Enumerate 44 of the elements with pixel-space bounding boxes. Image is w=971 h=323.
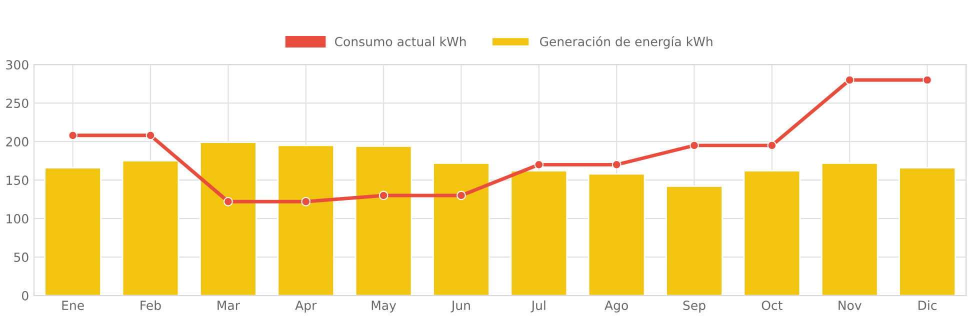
bar — [277, 144, 335, 296]
point — [378, 190, 388, 200]
point — [922, 75, 932, 85]
bar — [820, 162, 878, 296]
point — [767, 140, 777, 150]
x-tick-label: Feb — [140, 300, 161, 310]
point — [690, 140, 699, 150]
x-tick-label: Sep — [683, 300, 706, 313]
x-tick-label: Jun — [450, 300, 470, 312]
y-tick-label: 50 — [14, 252, 28, 262]
y-tick-label: 250 — [6, 98, 28, 108]
x-tick-label: Jul — [530, 300, 546, 312]
bar — [898, 167, 956, 296]
bar — [354, 146, 412, 296]
point — [301, 196, 311, 206]
point — [146, 130, 156, 140]
point — [224, 196, 233, 206]
x-tick-label: Apr — [295, 300, 317, 313]
point — [534, 160, 544, 170]
x-tick-label: Ago — [604, 300, 628, 313]
y-tick-label: 0 — [22, 291, 28, 300]
point — [456, 190, 466, 200]
x-tick-label: Nov — [838, 300, 862, 310]
point — [68, 130, 78, 140]
x-tick-label: May — [372, 300, 396, 313]
x-tick-label: Oct — [762, 300, 782, 310]
y-tick-label: 300 — [6, 60, 28, 70]
bar — [200, 142, 257, 296]
x-tick-label: Mar — [218, 300, 240, 310]
bar — [44, 167, 102, 296]
x-tick-label: Dic — [918, 300, 937, 310]
bar — [432, 162, 490, 296]
legend-label: Consumo actual kWh — [334, 36, 466, 46]
point — [612, 160, 622, 170]
y-tick-label: 100 — [6, 214, 28, 224]
y-tick-label: 200 — [6, 137, 28, 147]
bar — [666, 186, 723, 296]
legend-label: Generación de energía kWh — [540, 36, 712, 49]
y-tick-label: 150 — [6, 176, 28, 185]
point — [844, 75, 854, 85]
bar — [743, 170, 801, 296]
x-tick-label: Ene — [62, 300, 84, 310]
bar — [122, 160, 180, 296]
bar — [588, 173, 646, 296]
